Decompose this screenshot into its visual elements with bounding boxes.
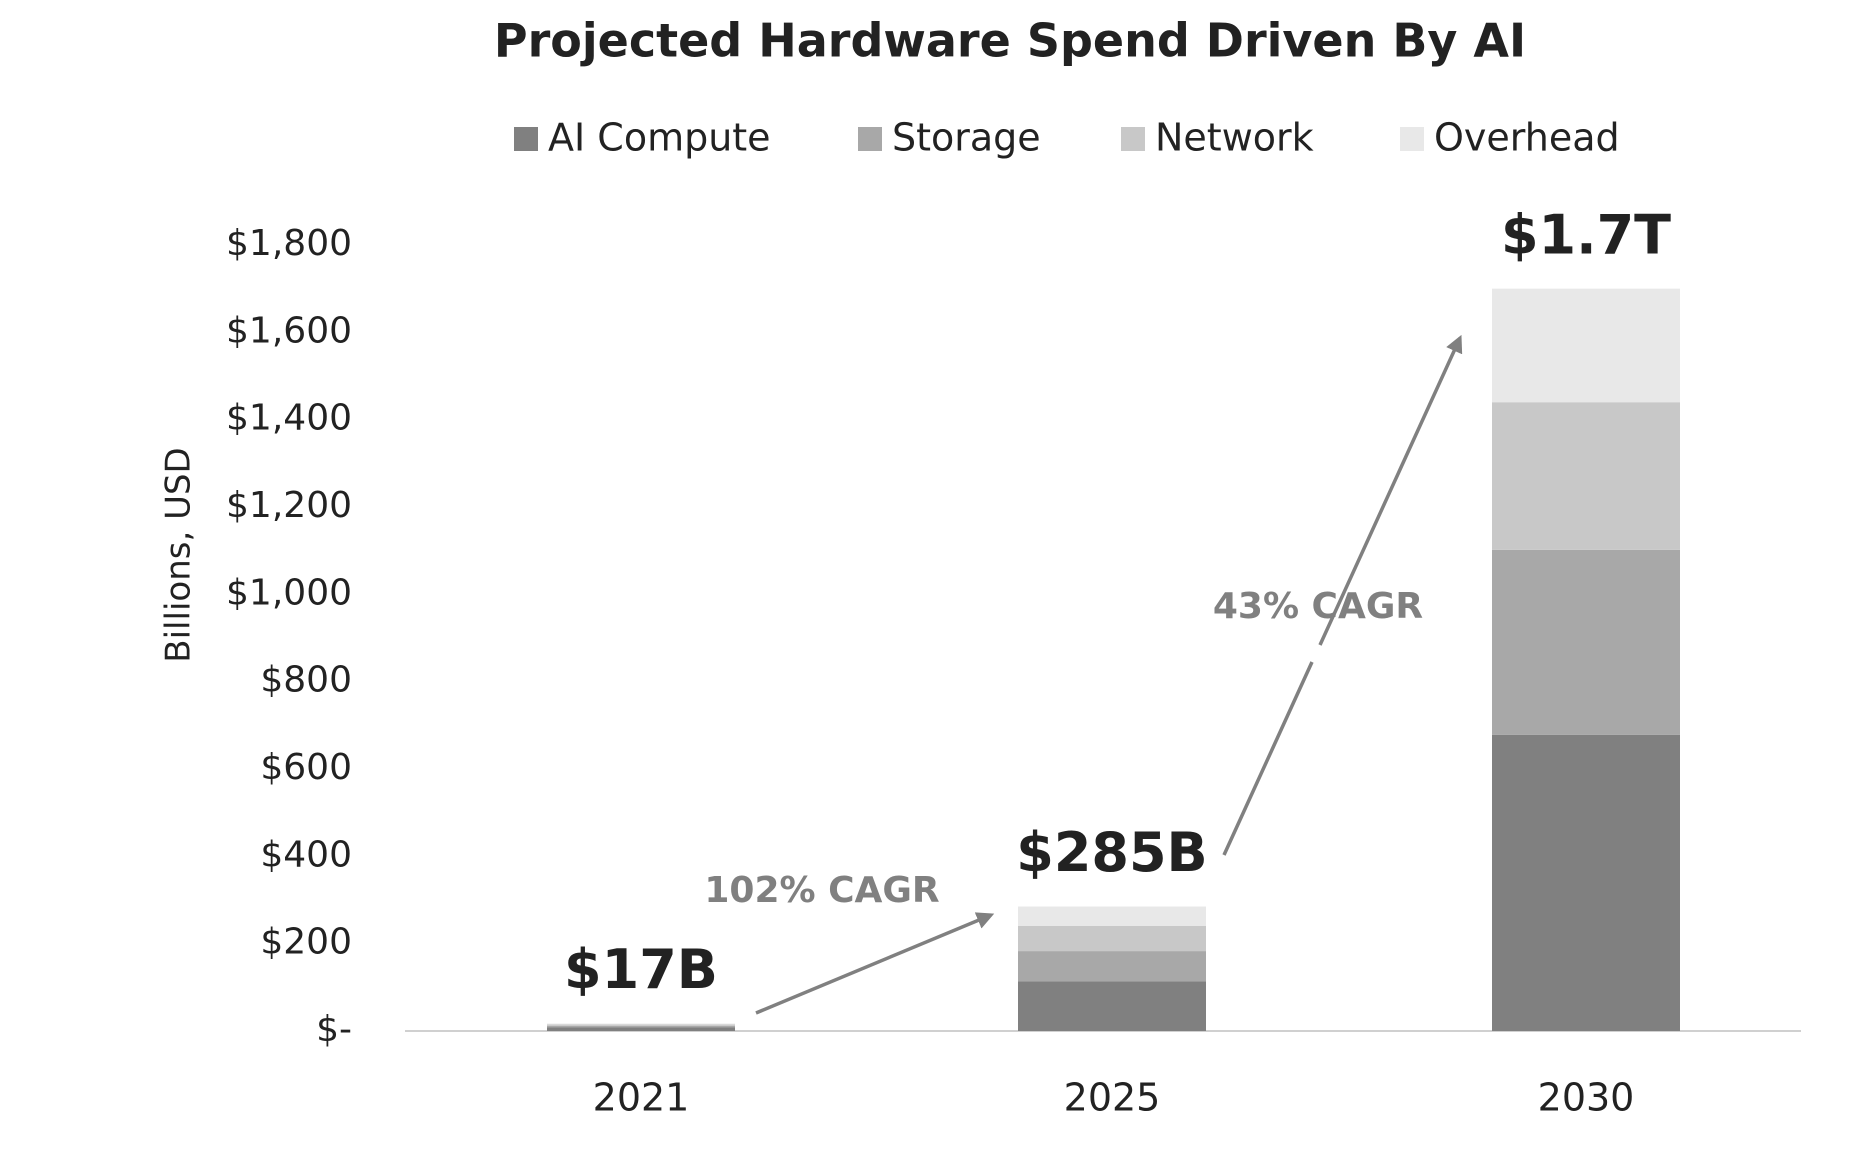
- y-tick-label: $1,200: [226, 485, 352, 526]
- legend-label: AI Compute: [548, 116, 771, 160]
- chart-title: Projected Hardware Spend Driven By AI: [494, 14, 1526, 68]
- legend-label: Network: [1155, 116, 1314, 160]
- bar-segment: [1018, 906, 1206, 926]
- bar-segment: [547, 1023, 735, 1025]
- total-label: $285B: [1016, 821, 1207, 884]
- legend-swatch: [1121, 127, 1145, 151]
- cagr-arrow: [1222, 661, 1314, 856]
- bar-segment: [547, 1025, 735, 1028]
- x-tick-label: 2021: [593, 1076, 690, 1120]
- bar-segment: [1018, 925, 1206, 952]
- bar-segment: [1018, 981, 1206, 1031]
- x-tick-label: 2025: [1064, 1076, 1161, 1120]
- y-tick-label: $1,000: [226, 572, 352, 613]
- legend-swatch: [514, 127, 538, 151]
- legend-swatch: [1400, 127, 1424, 151]
- y-tick-label: $200: [260, 922, 352, 963]
- bar-segment: [1492, 402, 1680, 550]
- y-tick-label: $800: [260, 660, 352, 701]
- y-axis-label: Billions, USD: [159, 447, 199, 662]
- bar-segment: [1492, 288, 1680, 403]
- bar-segment: [1492, 734, 1680, 1031]
- legend-label: Storage: [892, 116, 1041, 160]
- y-tick-label: $600: [260, 747, 352, 788]
- x-tick-label: 2030: [1538, 1076, 1635, 1120]
- cagr-arrow: [1318, 334, 1463, 646]
- cagr-annotation: 43% CAGR: [1213, 586, 1423, 627]
- y-tick-label: $1,600: [226, 310, 352, 351]
- y-tick-label: $1,800: [226, 223, 352, 264]
- bar-segment: [547, 1024, 735, 1026]
- cagr-annotation: 102% CAGR: [704, 870, 939, 911]
- cagr-arrow: [755, 912, 995, 1015]
- bar-segment: [1492, 549, 1680, 735]
- legend-swatch: [858, 127, 882, 151]
- total-label: $17B: [564, 938, 718, 1001]
- y-tick-label: $1,400: [226, 398, 352, 439]
- bar-segment: [547, 1027, 735, 1031]
- legend-label: Overhead: [1434, 116, 1620, 160]
- y-tick-label: $-: [316, 1009, 352, 1050]
- total-label: $1.7T: [1501, 203, 1671, 266]
- y-tick-label: $400: [260, 834, 352, 875]
- bar-segment: [1018, 951, 1206, 982]
